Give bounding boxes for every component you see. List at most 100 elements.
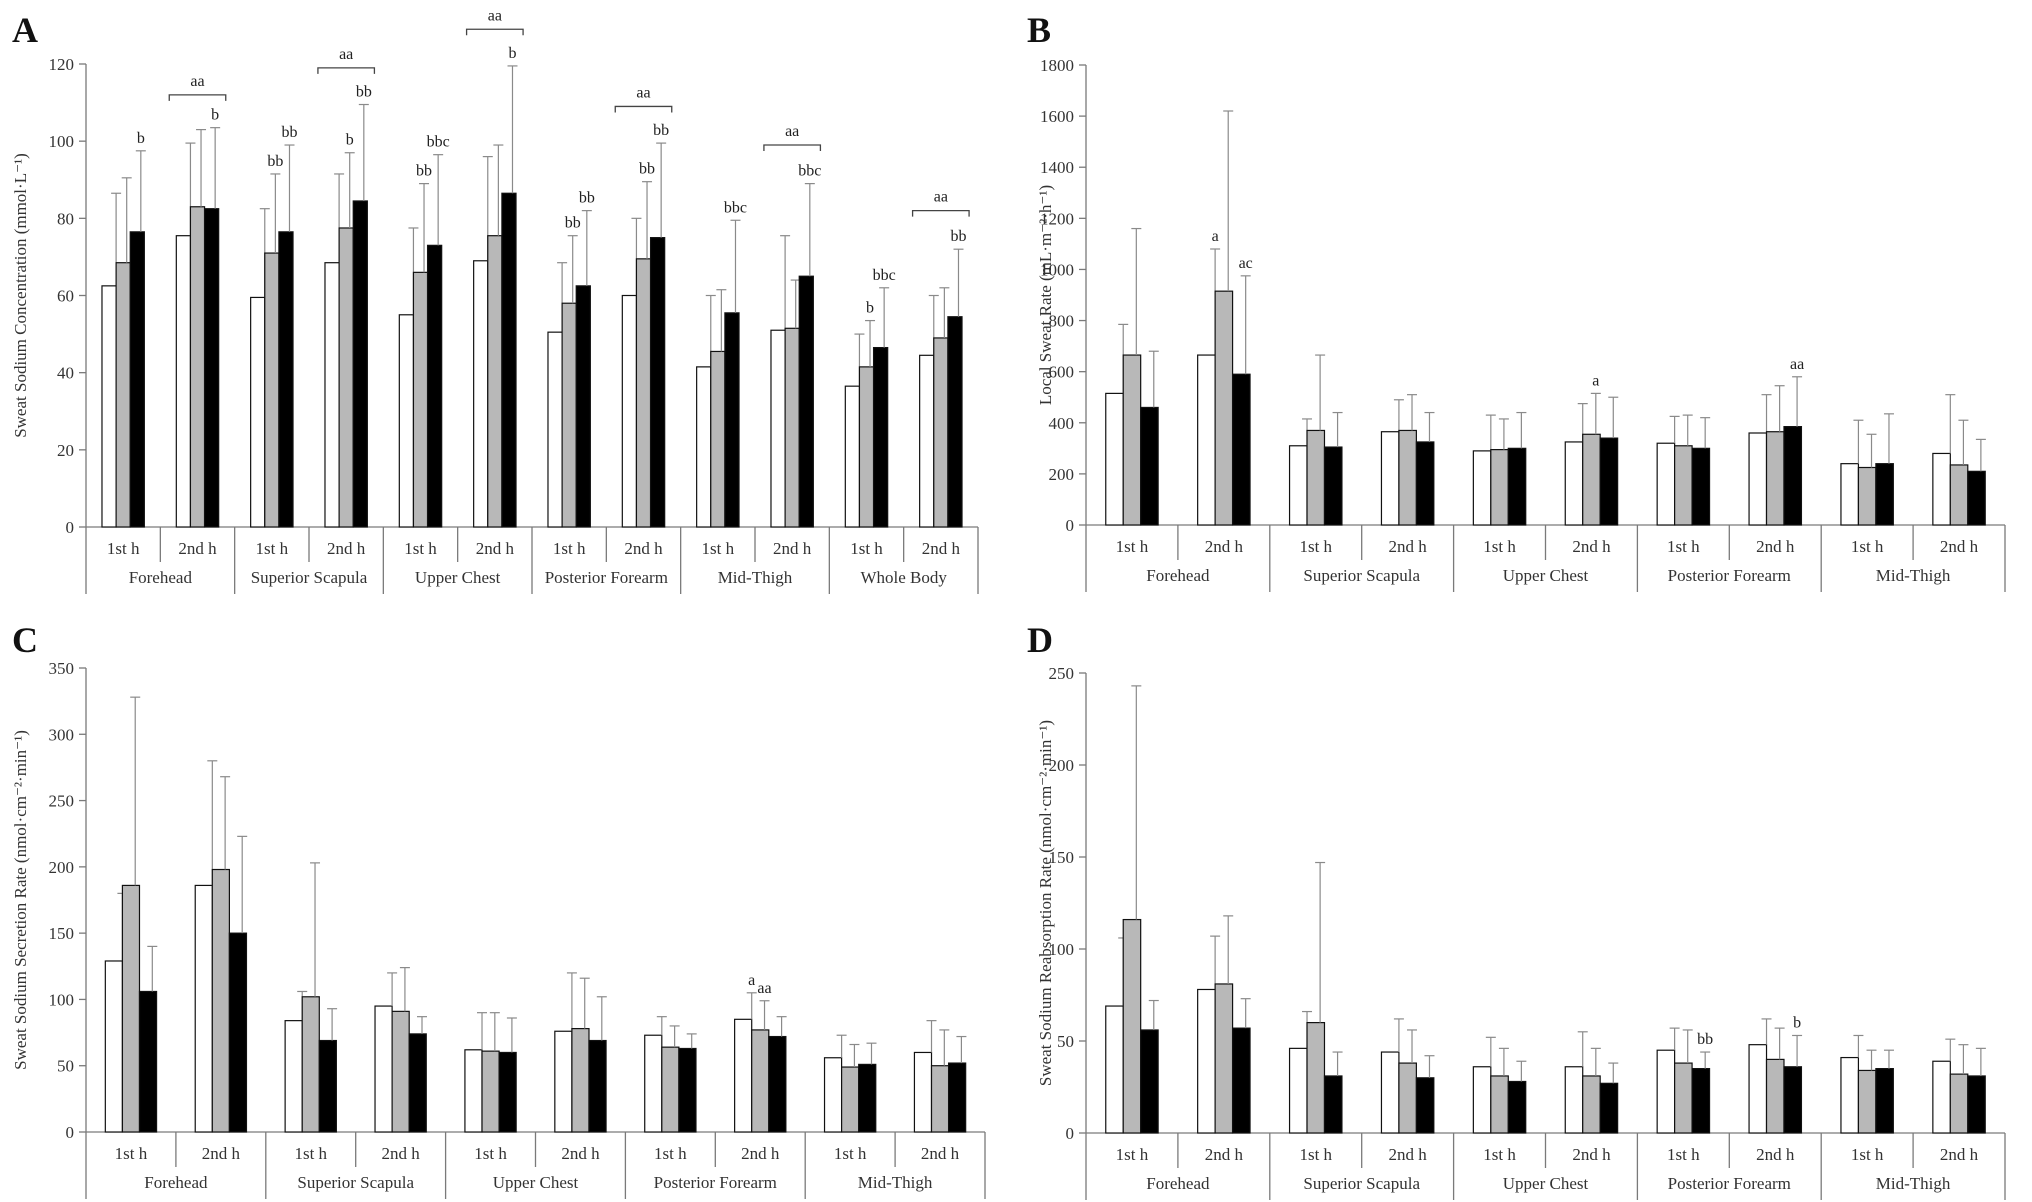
bar xyxy=(575,285,591,528)
bar xyxy=(1783,426,1803,526)
y-tick-label: 1600 xyxy=(1040,107,1074,126)
bracket-label: aa xyxy=(339,46,353,63)
bar-group: a aa 2nd h xyxy=(734,972,787,1163)
site-label: Upper Chest xyxy=(1503,1174,1589,1193)
bar-group: 1st h xyxy=(1472,411,1527,556)
bracket-line xyxy=(911,209,970,217)
bar xyxy=(228,932,248,1133)
bar xyxy=(1967,470,1986,526)
y-tick-label: 0 xyxy=(1066,516,1075,535)
hour-label: 2nd h xyxy=(741,1144,780,1163)
bar xyxy=(913,1051,933,1133)
panel-letter: D xyxy=(1027,620,1053,660)
bar xyxy=(933,337,949,528)
panel-D: D 0 50 100 150 200 250 Sweat Sodium Reabsorptio… xyxy=(1027,620,2006,1200)
hour-label: 2nd h xyxy=(1572,537,1611,556)
bracket-label: aa xyxy=(934,189,948,206)
bar xyxy=(770,329,786,528)
hour-label: 2nd h xyxy=(476,539,515,558)
bar xyxy=(1105,1005,1124,1134)
y-tick-label: 800 xyxy=(1049,312,1075,331)
bar xyxy=(1599,437,1619,526)
site-label: Upper Chest xyxy=(415,568,501,587)
bar xyxy=(1875,1067,1894,1134)
y-tick-label: 100 xyxy=(49,990,75,1009)
hour-label: 2nd h xyxy=(382,1144,421,1163)
bar xyxy=(1949,464,1969,526)
bar-group: 2nd h xyxy=(1197,915,1251,1164)
bar xyxy=(1231,373,1251,526)
y-tick-label: 400 xyxy=(1049,414,1075,433)
y-tick-label: 50 xyxy=(1057,1032,1074,1051)
bar xyxy=(1582,1075,1601,1134)
bar-group: 1st h xyxy=(1840,1034,1894,1164)
site-label: Whole Body xyxy=(860,568,947,587)
hour-label: 1st h xyxy=(474,1144,507,1163)
significance-label: bb xyxy=(356,84,372,101)
bar xyxy=(1415,1077,1435,1134)
hour-label: 2nd h xyxy=(178,539,217,558)
bar xyxy=(1398,429,1417,526)
y-tick-label: 60 xyxy=(57,287,74,306)
panel-letter: B xyxy=(1027,10,1051,50)
bar xyxy=(426,244,443,528)
panel-letter: C xyxy=(12,620,38,660)
bar xyxy=(175,235,192,528)
bar-group: b 2nd h xyxy=(473,45,518,558)
site-label: Superior Scapula xyxy=(251,568,368,587)
bar-group: 2nd h xyxy=(1564,1031,1619,1164)
significance-label: bb xyxy=(579,190,595,207)
panel-B: B 0 200 400 600 800 1000 1200 1400 1600 1800 Local … xyxy=(1027,10,2006,592)
hour-label: 1st h xyxy=(1299,1145,1332,1164)
hour-label: 1st h xyxy=(654,1144,687,1163)
bar xyxy=(374,1005,393,1133)
bar xyxy=(1582,433,1601,526)
bar xyxy=(1840,463,1860,526)
bar-group: bb 2nd h xyxy=(919,228,966,558)
site-label: Forehead xyxy=(1146,566,1210,585)
bar-group: 1st h xyxy=(1656,414,1711,556)
significance-label: a xyxy=(748,972,755,989)
bar xyxy=(751,1029,770,1133)
bar-group: 2nd h xyxy=(1932,1038,1986,1164)
y-tick-label: 40 xyxy=(57,364,74,383)
hour-label: 1st h xyxy=(1116,1145,1149,1164)
bar-group: 1st h xyxy=(823,1034,877,1163)
significance-label: bbc xyxy=(798,163,821,180)
bar-group: bb 1st h xyxy=(1656,1027,1713,1164)
site-label: Mid-Thigh xyxy=(1876,1174,1951,1193)
bar-group: 1st h xyxy=(284,862,338,1163)
bar xyxy=(1214,290,1234,526)
bar xyxy=(947,316,963,528)
site-label: Mid-Thigh xyxy=(718,568,793,587)
significance-label: bb xyxy=(639,161,655,178)
bar xyxy=(324,262,340,528)
bar xyxy=(464,1049,483,1133)
bar xyxy=(1122,354,1142,526)
bar-group: bbc 2nd h xyxy=(770,163,821,558)
bar-group: aa 2nd h xyxy=(1748,356,1804,556)
site-label: Forehead xyxy=(1146,1174,1210,1193)
significance-label: ac xyxy=(1239,255,1253,272)
site-label: Upper Chest xyxy=(493,1173,579,1192)
bar-group: 2nd h xyxy=(374,967,428,1163)
hour-label: 2nd h xyxy=(921,1144,960,1163)
bar xyxy=(487,235,503,528)
bar xyxy=(1323,446,1343,526)
significance-label: b xyxy=(508,45,516,62)
y-tick-label: 200 xyxy=(1049,756,1075,775)
bar-group: 1st h xyxy=(1472,1036,1527,1164)
bar xyxy=(1197,988,1216,1134)
significance-label: bb xyxy=(653,122,669,139)
bar xyxy=(1231,1027,1251,1134)
panel-letter: A xyxy=(12,10,38,50)
bar xyxy=(621,294,638,528)
bar xyxy=(1932,1060,1951,1134)
bar xyxy=(710,350,726,528)
bracket-line xyxy=(465,28,524,36)
bar-group: b 2nd h xyxy=(175,107,221,558)
significance-label: bb xyxy=(416,163,432,180)
bar xyxy=(858,1063,877,1133)
bracket-label: aa xyxy=(190,73,204,90)
significance-label: a xyxy=(1592,372,1599,389)
